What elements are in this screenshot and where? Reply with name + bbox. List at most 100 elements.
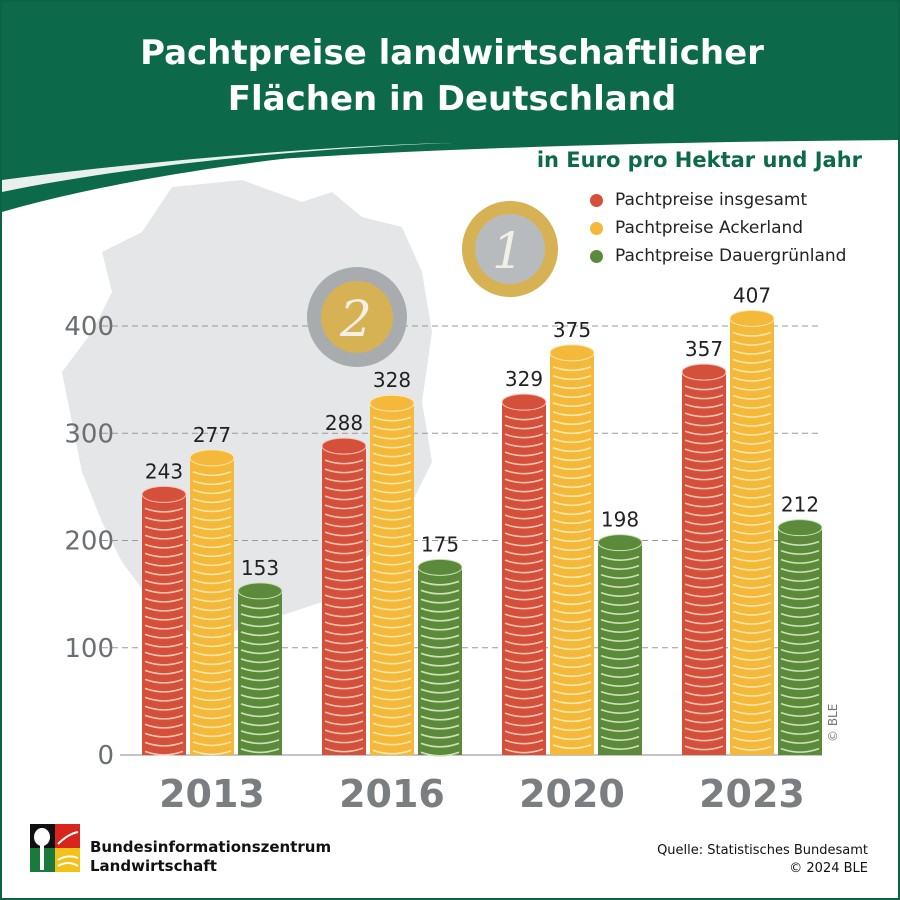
bar-top <box>777 519 823 537</box>
coin-stripe <box>552 726 592 732</box>
coin-stripe <box>684 430 724 436</box>
coin-stripe <box>684 493 724 499</box>
coin-stripe <box>684 565 724 571</box>
coin-stripe <box>504 595 544 601</box>
coin-stripe <box>780 702 820 708</box>
coin-stripe <box>732 529 772 535</box>
coin-stripe <box>552 519 592 525</box>
coin-stripe <box>240 613 280 619</box>
coin-stripe <box>324 594 364 600</box>
coin-stripe <box>684 538 724 544</box>
data-label: 407 <box>733 283 771 307</box>
coin-stripe <box>504 487 544 493</box>
coin-stripe <box>324 549 364 555</box>
coin-stripe <box>240 640 280 646</box>
coin-stripe <box>504 631 544 637</box>
coin-stripe <box>372 641 412 647</box>
bar-2023-1: 407 <box>729 283 775 755</box>
coin-stripe <box>324 720 364 726</box>
coin-stripe <box>192 633 232 639</box>
coin-stripe <box>504 460 544 466</box>
svg-text:2: 2 <box>339 290 372 348</box>
coin-stripe <box>552 465 592 471</box>
coin-stripe <box>192 678 232 684</box>
coin-stripe <box>732 637 772 643</box>
coin-stripe <box>240 604 280 610</box>
coin-stripe <box>600 582 640 588</box>
coin-stripe <box>780 585 820 591</box>
coin-stripe <box>372 542 412 548</box>
coin-stripe <box>552 663 592 669</box>
coin-stripe <box>192 498 232 504</box>
coin-stripe <box>324 468 364 474</box>
coin-stripe <box>780 657 820 663</box>
coin-stripe <box>324 486 364 492</box>
bar-top <box>501 393 547 411</box>
coin-stripe <box>600 699 640 705</box>
coin-stripe <box>732 520 772 526</box>
bar-body <box>598 542 642 755</box>
coin-stripe <box>372 416 412 422</box>
coin-stripe <box>504 505 544 511</box>
coin-stripe <box>372 722 412 728</box>
coin-stripe <box>420 607 460 613</box>
coin-stripe <box>144 651 184 657</box>
coin-stripe <box>552 699 592 705</box>
coin-stripe <box>684 502 724 508</box>
coin-stripe <box>600 564 640 570</box>
coin-stripe <box>372 569 412 575</box>
coin-stripe <box>684 592 724 598</box>
coin-stripe <box>732 421 772 427</box>
coin-stripe <box>192 714 232 720</box>
coin-stripe <box>552 672 592 678</box>
bar-2020-1: 375 <box>549 318 595 755</box>
coin-stripe <box>600 744 640 750</box>
coin-stripe <box>192 750 232 756</box>
org-line-2: Landwirtschaft <box>90 857 217 875</box>
bar-body <box>730 318 774 755</box>
coin-stripe <box>192 723 232 729</box>
coin-stripe <box>732 601 772 607</box>
coin-stripe <box>552 438 592 444</box>
bar-body <box>190 457 234 755</box>
coin-stripe <box>552 447 592 453</box>
coin-stripe <box>600 654 640 660</box>
coin-stripe <box>504 739 544 745</box>
coin-stripe <box>240 622 280 628</box>
data-label: 198 <box>601 508 639 532</box>
coin-stripe <box>684 664 724 670</box>
coin-stripe <box>552 636 592 642</box>
coin-stripe <box>552 411 592 417</box>
coin-stripe <box>372 488 412 494</box>
coin-stripe <box>324 621 364 627</box>
coin-stripe <box>684 457 724 463</box>
coin-stripe <box>144 543 184 549</box>
coin-stripe <box>144 561 184 567</box>
coin-stripe <box>144 579 184 585</box>
coin-stripe <box>372 704 412 710</box>
coin-stripe <box>420 670 460 676</box>
coin-stripe <box>372 425 412 431</box>
coin-stripe <box>684 529 724 535</box>
bar-2013-2: 153 <box>237 556 283 755</box>
coin-stripe <box>144 552 184 558</box>
coin-stripe <box>192 570 232 576</box>
coin-stripe <box>732 727 772 733</box>
coin-stripe <box>684 691 724 697</box>
bar-2016-1: 328 <box>369 368 415 755</box>
bar-2013-0: 243 <box>141 459 187 756</box>
data-label: 288 <box>325 411 363 435</box>
euro-coins-illustration: 2 1 <box>307 201 558 367</box>
coin-stripe <box>192 642 232 648</box>
coin-stripe <box>420 643 460 649</box>
coin-stripe <box>732 484 772 490</box>
coin-stripe <box>240 631 280 637</box>
coin-stripe <box>732 556 772 562</box>
coin-stripe <box>192 507 232 513</box>
bar-body <box>550 352 594 755</box>
coin-stripe <box>732 493 772 499</box>
coin-stripe <box>420 715 460 721</box>
coin-stripe <box>504 433 544 439</box>
coin-stripe <box>504 748 544 754</box>
bar-top <box>369 394 415 412</box>
